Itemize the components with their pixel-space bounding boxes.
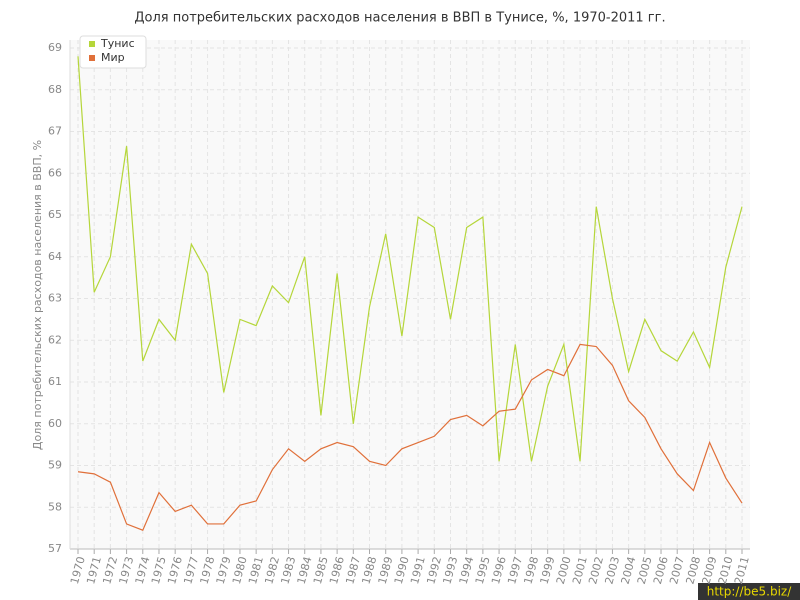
legend-swatch	[89, 55, 95, 61]
y-tick-label: 67	[48, 125, 62, 138]
watermark: http://be5.biz/	[707, 585, 792, 599]
legend-label: Мир	[101, 51, 125, 64]
y-tick-label: 62	[48, 333, 62, 346]
chart-title: Доля потребительских расходов населения …	[134, 11, 665, 26]
y-tick-label: 68	[48, 83, 62, 96]
y-tick-label: 64	[48, 250, 62, 263]
legend-swatch	[89, 41, 95, 47]
y-tick-label: 59	[48, 459, 62, 472]
y-tick-label: 63	[48, 292, 62, 305]
watermark-bg	[698, 583, 800, 600]
y-tick-label: 61	[48, 375, 62, 388]
y-tick-label: 57	[48, 542, 62, 555]
y-axis-label: Доля потребительских расходов населения …	[31, 140, 44, 450]
line-series	[77, 343, 743, 531]
y-tick-label: 60	[48, 417, 62, 430]
y-tick-label: 66	[48, 166, 62, 179]
line-series	[77, 56, 743, 462]
plot-area	[70, 40, 750, 549]
y-tick-label: 65	[48, 208, 62, 221]
y-tick-label: 58	[48, 500, 62, 513]
legend-label: Тунис	[100, 37, 135, 50]
legend-box	[79, 35, 147, 69]
y-tick-label: 69	[48, 41, 62, 54]
